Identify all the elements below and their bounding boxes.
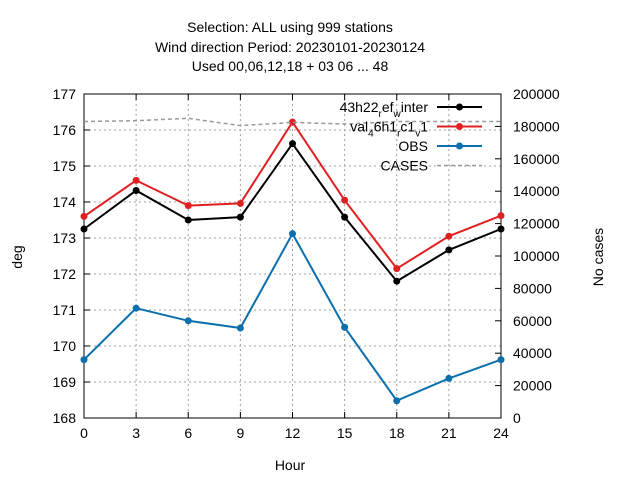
legend-label-text: ef (382, 99, 394, 115)
x-tick-label: 6 (184, 425, 192, 441)
data-point (289, 140, 296, 148)
data-point (341, 213, 349, 221)
data-point (184, 317, 192, 325)
y-tick-label: 169 (53, 374, 77, 390)
data-point (497, 212, 505, 220)
x-tick-label: 9 (236, 425, 244, 441)
y2-tick-label: 120000 (513, 216, 560, 232)
legend-label-text: OBS (398, 138, 428, 154)
data-point (132, 304, 140, 312)
legend-label: OBS (398, 138, 428, 154)
data-point (445, 246, 453, 254)
y2-tick-label: 160000 (513, 151, 560, 167)
data-point (393, 397, 401, 405)
data-point (132, 176, 140, 184)
y2-tick-label: 100000 (513, 248, 560, 264)
legend-label-text: 43h22 (340, 99, 379, 115)
legend-label: CASES (381, 158, 428, 174)
x-tick-label: 24 (493, 425, 509, 441)
y-tick-label: 175 (53, 158, 77, 174)
data-point (393, 265, 401, 273)
data-point (289, 230, 296, 238)
x-axis-label: Hour (275, 457, 306, 473)
x-tick-label: 15 (337, 425, 353, 441)
data-point (236, 213, 244, 221)
x-tick-label: 3 (132, 425, 140, 441)
y2-tick-label: 140000 (513, 183, 560, 199)
legend-label: val46h1rc1v1 (350, 119, 428, 140)
y-tick-label: 177 (53, 86, 77, 102)
data-point (445, 232, 453, 240)
y2-tick-label: 80000 (513, 280, 552, 296)
data-point (80, 212, 88, 220)
y2-tick-label: 180000 (513, 118, 560, 134)
data-point (393, 277, 401, 285)
y-tick-label: 172 (53, 266, 77, 282)
legend-entry-val_46h1_rc1_v1: val46h1rc1v1 (350, 119, 482, 140)
data-point (445, 374, 453, 382)
data-point (132, 186, 140, 194)
legend-label-text: CASES (381, 158, 428, 174)
x-tick-label: 18 (389, 425, 405, 441)
title-line-1: Selection: ALL using 999 stations (187, 19, 393, 35)
legend-label-text: inter (401, 99, 429, 115)
grid (84, 94, 501, 418)
axes: 0 3 6 9 12 15 18 21 24 168 169 170 171 172 173 174 175 17… (53, 86, 560, 441)
legend-entry-CASES: CASES (381, 158, 482, 174)
y2-tick-label: 20000 (513, 378, 552, 394)
data-point (184, 202, 192, 210)
series-43h22_ref_winter (80, 140, 505, 285)
legend-subscript: r (397, 129, 401, 140)
legend-subscript: v (415, 129, 420, 140)
legend-subscript: r (379, 109, 383, 120)
y-tick-label: 173 (53, 230, 77, 246)
legend-entry-43h22_ref_winter: 43h22refwinter (340, 99, 482, 120)
legend-swatch-marker (456, 142, 463, 150)
x-tick-label: 12 (285, 425, 301, 441)
data-point (80, 356, 88, 364)
series-val_46h1_rc1_v1 (80, 118, 505, 273)
legend-subscript: 4 (368, 129, 374, 140)
data-point (289, 118, 296, 126)
series-layer (80, 117, 505, 405)
legend-label-text: 6h1 (374, 119, 398, 135)
legend-label: 43h22refwinter (340, 99, 429, 120)
data-point (497, 225, 505, 233)
legend-swatch-marker (456, 103, 463, 111)
legend-label-text: val (350, 119, 368, 135)
y-tick-label: 170 (53, 338, 77, 354)
y-tick-label: 168 (53, 410, 77, 426)
title-line-3: Used 00,06,12,18 + 03 06 ... 48 (192, 58, 389, 74)
data-point (80, 225, 88, 233)
series-OBS (80, 230, 505, 405)
legend-label-text: 1 (420, 119, 428, 135)
data-point (341, 323, 349, 331)
x-tick-label: 21 (441, 425, 457, 441)
y2-tick-label: 60000 (513, 313, 552, 329)
y-tick-label: 174 (53, 194, 77, 210)
legend-label-text: c1 (400, 119, 415, 135)
y2-tick-label: 40000 (513, 345, 552, 361)
y2-tick-label: 200000 (513, 86, 560, 102)
y2-tick-label: 0 (513, 410, 521, 426)
y-tick-label: 176 (53, 122, 77, 138)
data-point (236, 199, 244, 207)
legend-swatch-marker (456, 123, 463, 130)
data-point (184, 216, 192, 224)
chart-title: Selection: ALL using 999 stations Wind d… (155, 19, 425, 74)
x-tick-label: 0 (80, 425, 88, 441)
legend-entry-OBS: OBS (398, 138, 482, 154)
y2-axis-label: No cases (590, 228, 606, 286)
data-point (236, 324, 244, 332)
data-point (497, 356, 505, 364)
y-axis-label: deg (9, 245, 25, 268)
data-point (341, 196, 349, 204)
title-line-2: Wind direction Period: 20230101-20230124 (155, 39, 425, 55)
legend-subscript: w (393, 109, 402, 120)
y-tick-label: 171 (53, 302, 77, 318)
